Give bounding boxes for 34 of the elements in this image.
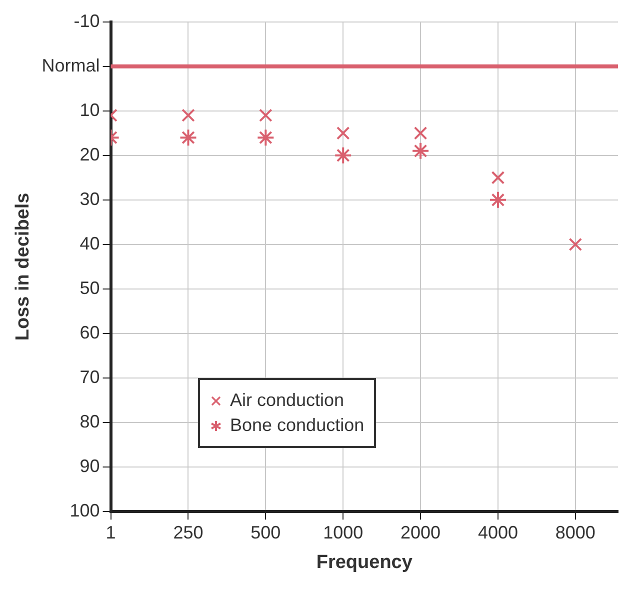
x-tick-label: 1000: [323, 522, 364, 542]
y-tick-label: 90: [80, 456, 100, 476]
x-tick-label: 1: [106, 522, 116, 542]
y-tick-label: 50: [80, 278, 100, 298]
y-tick-label: 30: [80, 188, 100, 209]
y-tick-label: 100: [70, 500, 100, 521]
point: [259, 108, 272, 122]
legend-label: Bone conduction: [230, 415, 364, 436]
point: [568, 238, 582, 252]
legend-label: Air conduction: [230, 390, 344, 411]
y-tick-label: -10: [74, 10, 100, 31]
point: [179, 128, 198, 147]
y-tick-label: 40: [80, 233, 100, 254]
point: [336, 126, 350, 140]
x-axis-title: Frequency: [316, 552, 413, 573]
y-tick-label: Normal: [42, 55, 100, 76]
y-tick-label: 10: [80, 100, 100, 120]
y-tick-label: 20: [80, 144, 100, 164]
point: [182, 108, 195, 122]
y-tick-label: 60: [80, 322, 100, 342]
point: [488, 190, 507, 209]
x-tick-label: 8000: [555, 522, 596, 542]
point: [256, 128, 275, 147]
point: [414, 126, 428, 140]
x-tick-label: 250: [173, 522, 204, 542]
y-tick-label: 70: [80, 366, 100, 387]
y-axis-title: Loss in decibels: [12, 192, 34, 341]
point: [412, 142, 430, 160]
point: [334, 146, 352, 164]
x-tick-label: 4000: [478, 522, 518, 542]
x-tick-label: 500: [250, 522, 281, 542]
x-tick-label: 2000: [400, 522, 441, 542]
point: [491, 170, 505, 184]
y-tick-label: 80: [80, 412, 100, 432]
